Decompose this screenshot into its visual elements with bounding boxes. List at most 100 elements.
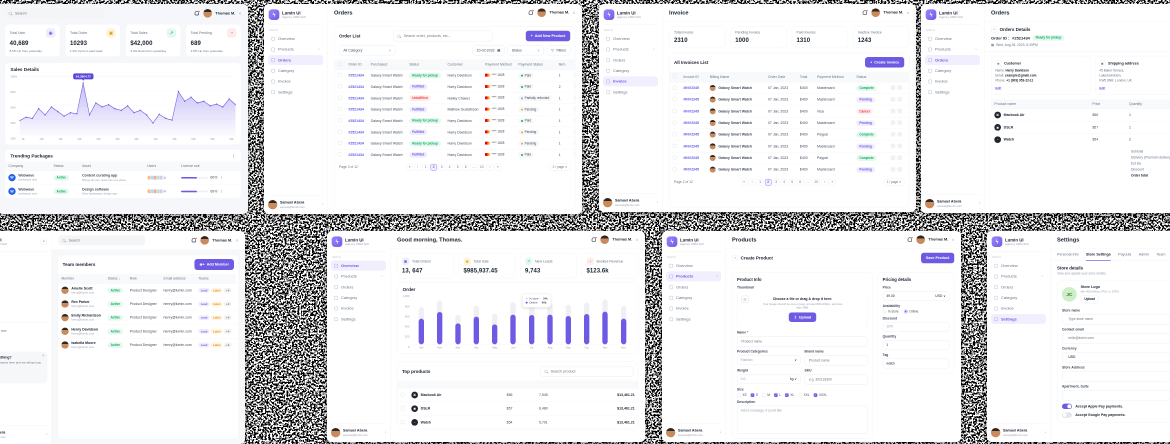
notifications-button[interactable] xyxy=(194,10,200,16)
select-all-checkbox[interactable] xyxy=(672,74,677,79)
row-checkbox[interactable] xyxy=(337,140,342,145)
notifications-button[interactable] xyxy=(907,236,913,243)
back-button[interactable]: ‹ xyxy=(990,26,997,33)
member-row[interactable]: Isabella Moore henry@lumin.com Active Pro… xyxy=(57,338,239,352)
column-header[interactable]: Asset xyxy=(78,161,144,171)
settings-tab[interactable]: Team xyxy=(1156,252,1166,257)
invoice-row[interactable]: #INV2345 Galaxy Smart Watch 07 Jan, 2023… xyxy=(669,140,909,153)
invoice-id-link[interactable]: #INV2345 xyxy=(683,109,699,114)
sidebar-user[interactable]: Samuel Abera samuel@lumin.com › xyxy=(602,193,658,208)
order-id-link[interactable]: #2521434 xyxy=(348,141,364,146)
page-button[interactable]: « xyxy=(406,163,414,171)
sidebar-nav-item[interactable]: Invoice xyxy=(602,76,658,87)
weight-input[interactable]: 0.0 kg ∨ xyxy=(736,374,801,384)
category-select[interactable]: All Category ∨ xyxy=(338,45,396,56)
sidebar-nav-item[interactable]: Overview xyxy=(666,261,721,271)
row-checkbox[interactable] xyxy=(672,155,677,160)
column-header[interactable]: Company xyxy=(4,161,51,171)
add-product-button[interactable]: + Add New Product xyxy=(525,30,571,42)
sidebar-nav-item[interactable]: Settings xyxy=(925,87,980,97)
sidebar-nav-item[interactable]: Category xyxy=(331,293,386,303)
search-input[interactable] xyxy=(14,10,101,16)
row-checkbox[interactable] xyxy=(672,120,677,125)
size-checkbox[interactable] xyxy=(750,393,755,397)
upload-dropzone[interactable]: ▦ Choose a file or drag & drop it here. … xyxy=(736,291,868,328)
edit-icon[interactable] xyxy=(574,72,575,78)
trash-icon[interactable] xyxy=(897,120,902,125)
per-page-select[interactable]: 1 / page ∨ xyxy=(883,178,905,186)
member-row[interactable]: Rex Parker henry@lumin.com Active Product… xyxy=(57,296,239,311)
sidebar-nav-item[interactable]: Overview xyxy=(603,34,658,44)
field-input[interactable] xyxy=(1061,351,1170,363)
sidebar-nav-item[interactable]: Invoice xyxy=(925,76,980,86)
sidebar-nav-item[interactable]: Orders xyxy=(924,54,980,65)
invoice-id-link[interactable]: #INV2345 xyxy=(683,132,699,137)
page-button[interactable]: › xyxy=(821,178,828,186)
order-row[interactable]: #2521434 Galaxy Smart Watch Fulfilled Ha… xyxy=(334,126,575,138)
global-search[interactable] xyxy=(4,8,105,19)
size-checkbox[interactable] xyxy=(736,393,741,397)
edit-link[interactable]: Edit xyxy=(1099,86,1106,91)
row-checkbox[interactable] xyxy=(672,167,677,172)
order-row[interactable]: #2521434 Galaxy Smart Watch Fulfilled Ma… xyxy=(334,103,575,116)
sidebar-nav-item[interactable]: Orders xyxy=(267,54,323,65)
page-button[interactable]: ... xyxy=(470,163,478,171)
trash-icon[interactable] xyxy=(897,155,902,160)
page-button[interactable]: 10 xyxy=(812,178,820,186)
order-id-link[interactable]: #2521434 xyxy=(348,130,364,135)
row-checkbox[interactable] xyxy=(400,419,405,424)
create-invoice-button[interactable]: + Create Invoice xyxy=(865,56,905,68)
page-button[interactable]: ‹ xyxy=(414,163,422,171)
order-row[interactable]: #2521434 Galaxy Smart Watch Ready for pi… xyxy=(334,114,575,127)
page-button[interactable]: ‹ xyxy=(748,178,756,186)
sidebar-nav-item[interactable]: Orders xyxy=(991,282,1046,292)
orders-search-input[interactable] xyxy=(403,33,489,39)
sidebar-user[interactable]: Samuel Abera samuel@lumin.com › xyxy=(0,425,47,440)
settings-tab[interactable]: Admin xyxy=(1138,252,1150,257)
upload-logo-button[interactable]: Upload xyxy=(1080,294,1099,304)
page-button[interactable]: 4 xyxy=(780,178,788,186)
header-avatar[interactable] xyxy=(871,8,880,17)
price-input[interactable]: 49.00 USD ∨ xyxy=(882,291,950,301)
sidebar-nav-item[interactable]: Settings xyxy=(0,308,47,318)
product-name-input[interactable] xyxy=(740,339,865,344)
invoice-id-link[interactable]: #INV2345 xyxy=(683,85,699,90)
collapse-sidebar-button[interactable]: « xyxy=(40,238,47,245)
field-text-input[interactable] xyxy=(1067,316,1167,322)
order-id-link[interactable]: #2521434 xyxy=(348,152,364,157)
select-all-checkbox[interactable] xyxy=(337,61,342,66)
team-badge-more[interactable]: +4 xyxy=(223,287,232,293)
column-header[interactable]: Teams xyxy=(195,273,236,284)
row-checkbox[interactable] xyxy=(337,72,342,77)
invoice-id-link[interactable]: #INV2345 xyxy=(683,167,699,172)
page-button[interactable]: 1 xyxy=(756,178,764,186)
sidebar-nav-item[interactable]: Products › xyxy=(331,271,386,281)
invoice-row[interactable]: #INV2345 Galaxy Smart Watch 07 Jan, 2023… xyxy=(669,151,909,164)
currency-select[interactable]: USD ∨ xyxy=(935,294,946,298)
row-checkbox[interactable] xyxy=(672,143,677,148)
size-option[interactable]: XXL xyxy=(798,393,810,397)
per-page-select[interactable]: 2 / page ∨ xyxy=(549,163,571,171)
order-row[interactable]: #2521434 Galaxy Smart Watch Fulfilled Ha… xyxy=(334,149,575,161)
sidebar-nav-item[interactable]: Overview xyxy=(330,260,386,271)
sidebar-user[interactable]: Samuel Abera samuel@lumin.com › xyxy=(665,423,721,438)
settings-tab[interactable]: Personal Info xyxy=(1056,252,1079,257)
sidebar-nav-item[interactable]: Goals xyxy=(0,297,47,307)
edit-icon[interactable] xyxy=(890,96,896,102)
trash-icon[interactable] xyxy=(897,108,902,114)
sidebar-nav-item[interactable]: Invoice xyxy=(666,303,721,313)
row-checkbox[interactable] xyxy=(337,84,342,89)
chevron-down-icon[interactable]: ∨ xyxy=(635,237,639,242)
chevron-down-icon[interactable]: ∨ xyxy=(235,238,239,243)
column-header[interactable]: Status xyxy=(50,161,79,171)
sidebar-nav-item[interactable]: Settings xyxy=(268,87,323,97)
page-button[interactable]: « xyxy=(740,178,748,186)
edit-link[interactable]: Edit xyxy=(995,86,1002,91)
edit-icon[interactable] xyxy=(574,117,575,123)
column-header[interactable]: Member xyxy=(57,273,105,284)
column-header[interactable]: Status ↓ xyxy=(104,273,127,284)
size-checkbox[interactable] xyxy=(813,393,818,397)
column-header[interactable]: License use xyxy=(177,161,241,171)
field-text-input[interactable] xyxy=(1067,392,1167,398)
sidebar-user[interactable]: Samuel Abera samuel@lumin.com › xyxy=(924,194,980,209)
